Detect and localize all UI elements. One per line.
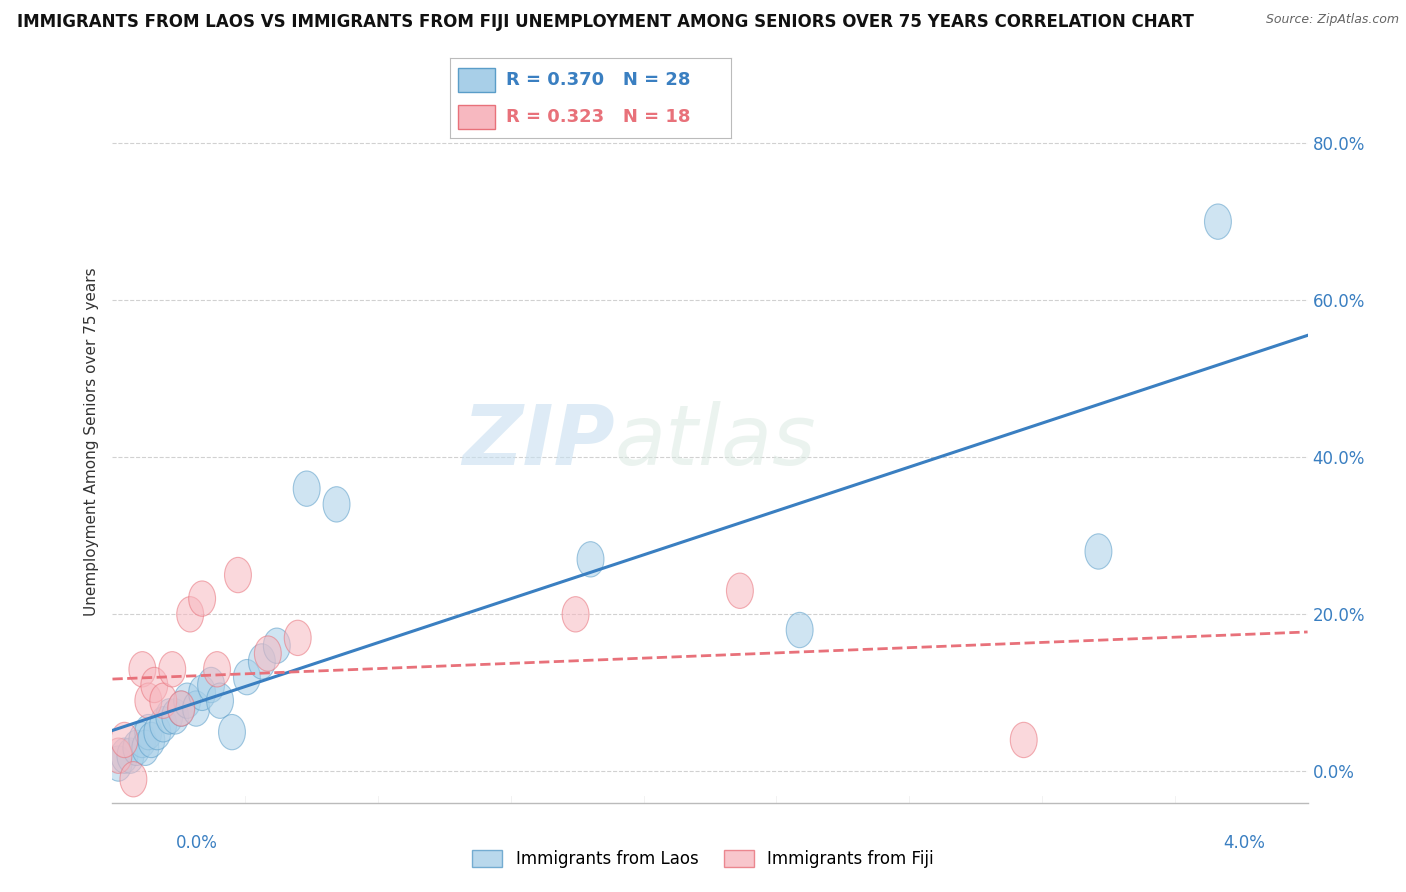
Y-axis label: Unemployment Among Seniors over 75 years: Unemployment Among Seniors over 75 years [84,268,100,615]
Ellipse shape [294,471,321,507]
Ellipse shape [177,597,204,632]
Ellipse shape [105,746,132,781]
Ellipse shape [141,667,167,703]
Ellipse shape [183,691,209,726]
Ellipse shape [204,652,231,687]
Ellipse shape [174,683,201,718]
Legend: Immigrants from Laos, Immigrants from Fiji: Immigrants from Laos, Immigrants from Fi… [465,843,941,875]
Ellipse shape [111,738,138,773]
Ellipse shape [225,558,252,592]
Ellipse shape [218,714,246,750]
Ellipse shape [167,691,194,726]
Text: atlas: atlas [614,401,815,482]
Ellipse shape [138,723,165,757]
Ellipse shape [120,762,146,797]
Ellipse shape [198,667,225,703]
Ellipse shape [129,723,156,757]
Ellipse shape [122,731,150,765]
Ellipse shape [233,659,260,695]
Ellipse shape [150,706,177,742]
Ellipse shape [150,683,177,718]
Ellipse shape [786,612,813,648]
Ellipse shape [132,731,159,765]
Ellipse shape [156,698,183,734]
Ellipse shape [105,738,132,773]
Ellipse shape [1085,533,1112,569]
Ellipse shape [727,573,754,608]
Ellipse shape [249,644,276,679]
Ellipse shape [207,683,233,718]
Ellipse shape [117,738,143,773]
Text: ZIP: ZIP [461,401,614,482]
Ellipse shape [167,691,194,726]
Ellipse shape [254,636,281,672]
Ellipse shape [162,698,188,734]
Ellipse shape [284,620,311,656]
Ellipse shape [129,652,156,687]
Ellipse shape [135,714,162,750]
Ellipse shape [188,581,215,616]
Text: 4.0%: 4.0% [1223,834,1265,852]
Text: 0.0%: 0.0% [176,834,218,852]
Text: Source: ZipAtlas.com: Source: ZipAtlas.com [1265,13,1399,27]
Ellipse shape [576,541,605,577]
FancyBboxPatch shape [458,104,495,128]
Ellipse shape [1205,204,1232,239]
Ellipse shape [159,652,186,687]
Ellipse shape [143,714,170,750]
Ellipse shape [111,723,138,757]
Text: R = 0.370   N = 28: R = 0.370 N = 28 [506,70,690,88]
Ellipse shape [188,675,215,711]
Ellipse shape [562,597,589,632]
Text: R = 0.323   N = 18: R = 0.323 N = 18 [506,108,690,126]
FancyBboxPatch shape [458,68,495,92]
Text: IMMIGRANTS FROM LAOS VS IMMIGRANTS FROM FIJI UNEMPLOYMENT AMONG SENIORS OVER 75 : IMMIGRANTS FROM LAOS VS IMMIGRANTS FROM … [17,13,1194,31]
Ellipse shape [135,683,162,718]
Ellipse shape [263,628,290,664]
Ellipse shape [1011,723,1038,757]
Ellipse shape [323,487,350,522]
